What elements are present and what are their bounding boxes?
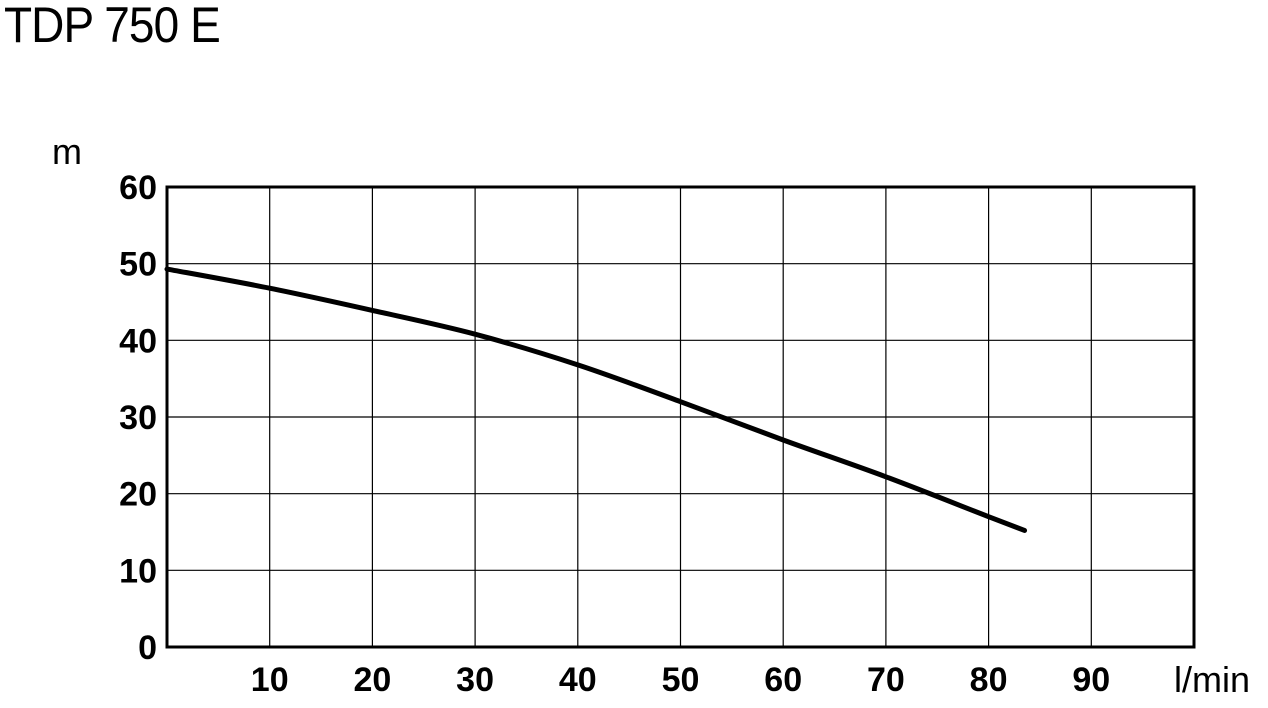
x-axis-label: l/min (1174, 659, 1250, 700)
x-tick-label: 10 (251, 661, 289, 699)
performance-curve-line (164, 266, 1028, 533)
y-tick-label: 20 (119, 476, 157, 514)
plot-frame (165, 185, 1196, 649)
chart-title: TDP 750 E (4, 0, 221, 53)
x-tick-label: 60 (764, 661, 802, 699)
y-tick-labels: 0 10 20 30 40 50 60 (119, 169, 157, 667)
x-tick-label: 70 (867, 661, 905, 699)
x-tick-label: 40 (559, 661, 597, 699)
y-tick-label: 10 (119, 552, 157, 590)
series-group (164, 266, 1028, 533)
y-tick-label: 40 (119, 322, 157, 360)
x-tick-label: 50 (662, 661, 700, 699)
grid-lines (167, 186, 1194, 648)
x-tick-label: 90 (1072, 661, 1110, 699)
y-axis-label: m (52, 131, 82, 172)
x-tick-labels: 10 20 30 40 50 60 70 80 90 (251, 661, 1110, 699)
x-tick-label: 20 (353, 661, 391, 699)
x-tick-label: 30 (456, 661, 494, 699)
y-tick-label: 0 (138, 629, 157, 667)
x-tick-label: 80 (970, 661, 1008, 699)
y-tick-label: 50 (119, 246, 157, 284)
y-tick-label: 60 (119, 169, 157, 207)
y-tick-label: 30 (119, 399, 157, 437)
